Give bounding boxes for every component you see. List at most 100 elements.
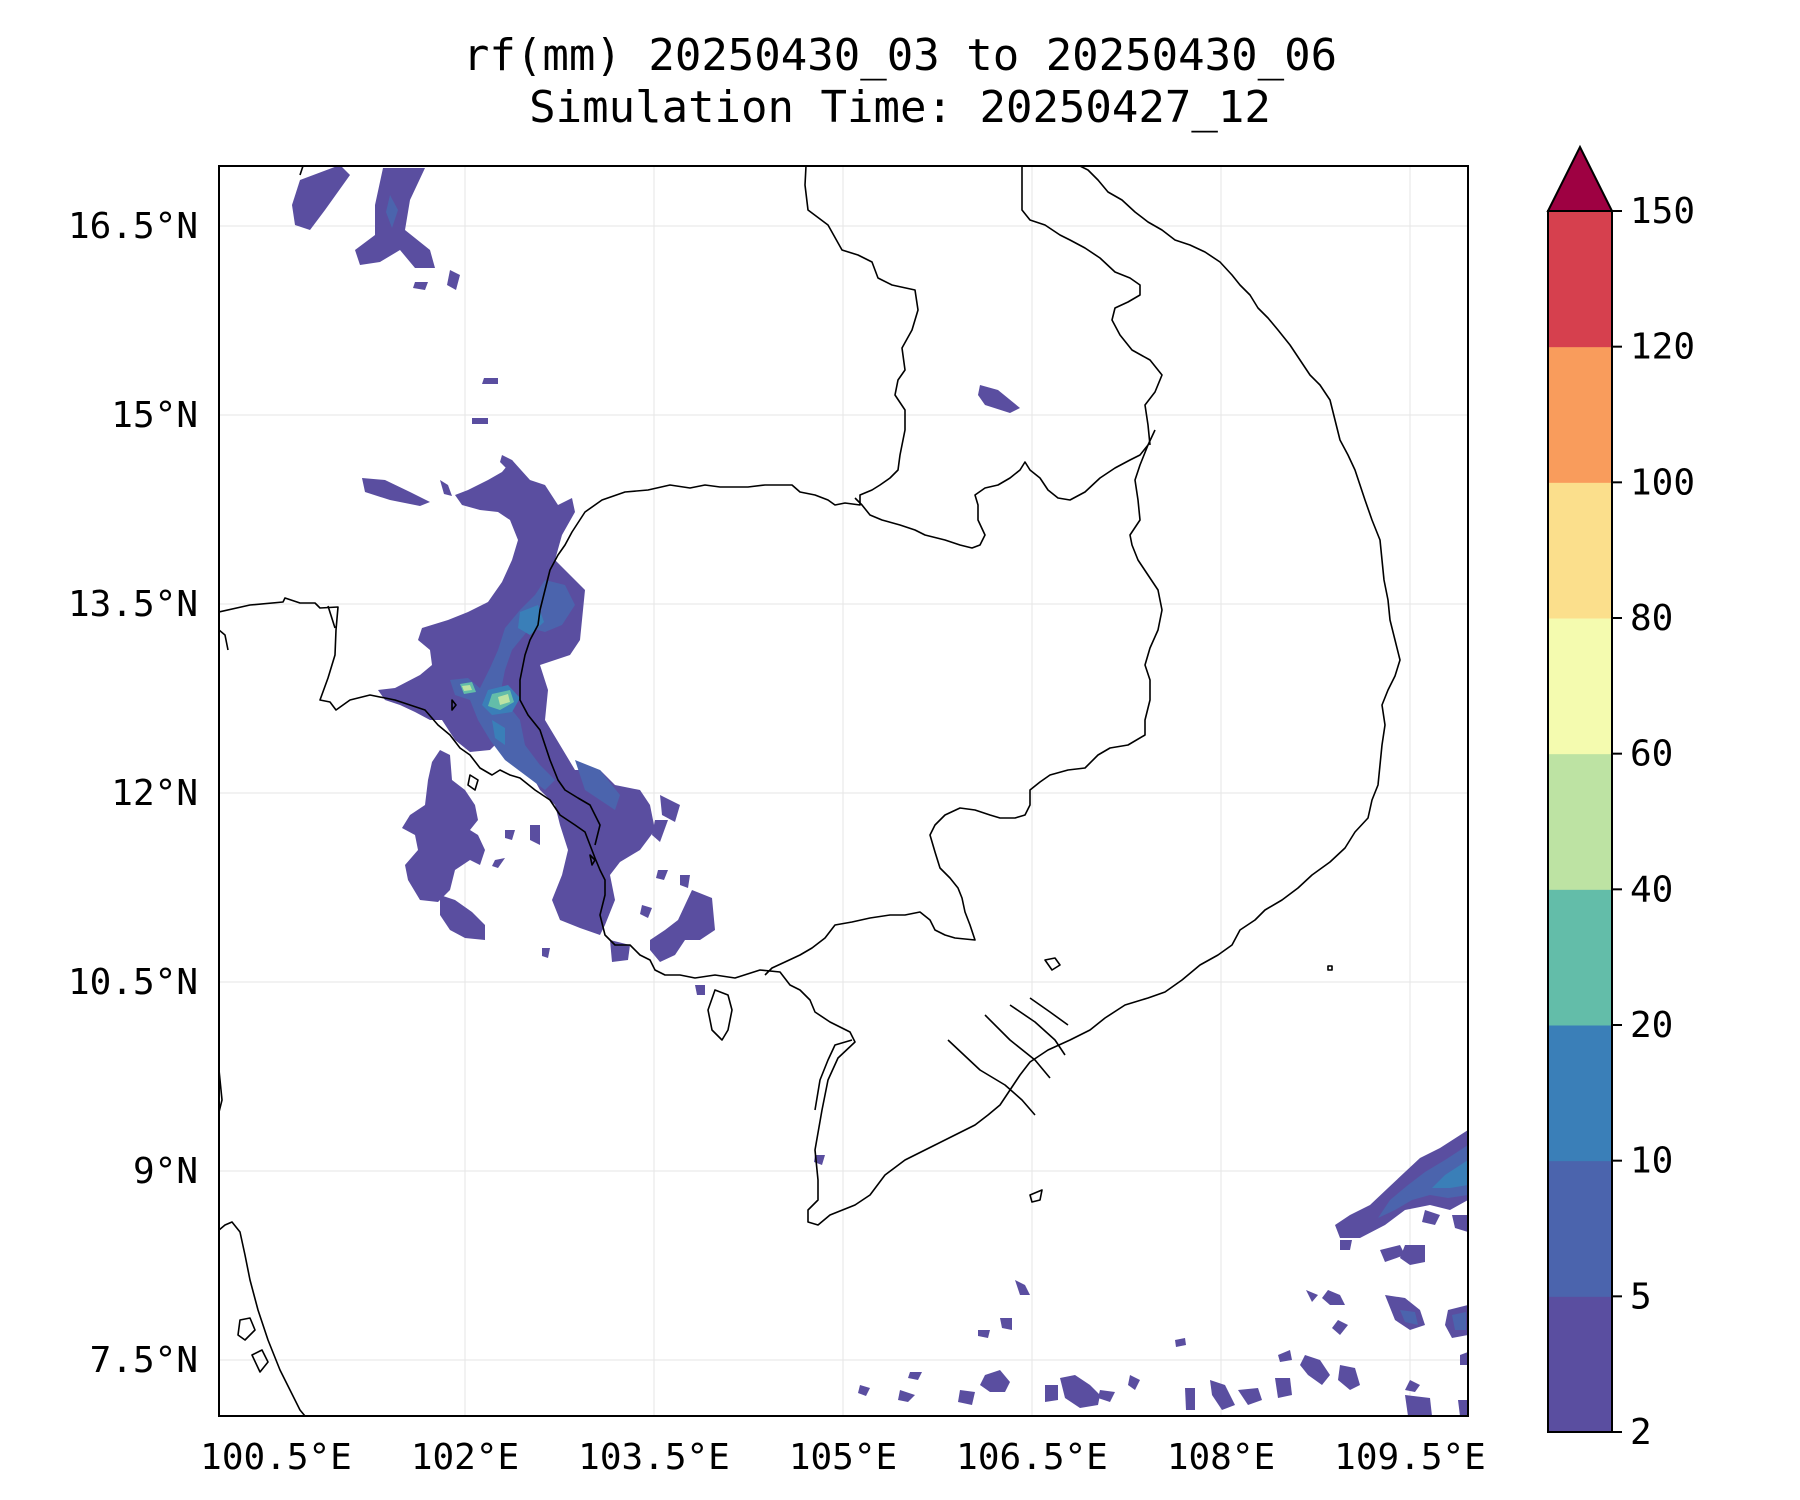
lat-tick-label: 15°N	[111, 395, 198, 436]
colorbar-tick-label: 120	[1630, 327, 1695, 368]
coastline-malay-peninsula	[219, 1221, 306, 1416]
island	[589, 854, 596, 866]
rain-area	[898, 1390, 915, 1402]
coastline-detail	[1009, 1004, 1066, 1056]
rain-area	[1278, 1350, 1292, 1362]
rain-area	[1405, 1380, 1420, 1392]
rain-area	[440, 895, 485, 940]
rain-area	[413, 282, 428, 290]
rain-area	[1452, 1215, 1468, 1232]
coastline-detail	[1029, 997, 1069, 1026]
rain-area	[362, 478, 430, 506]
border-laos-vietnam	[1021, 166, 1163, 446]
rain-area	[1300, 1355, 1330, 1385]
rain-area	[1275, 1378, 1292, 1398]
colorbar-tick-label: 80	[1630, 598, 1673, 639]
rain-area	[978, 385, 1020, 413]
island	[1327, 965, 1333, 971]
rain-area	[492, 858, 505, 868]
lat-tick-label: 12°N	[111, 773, 198, 814]
colorbar-segment	[1548, 1025, 1612, 1162]
coastline-detail	[947, 1039, 1036, 1116]
rain-area	[640, 905, 652, 918]
rain-area	[1015, 1280, 1030, 1295]
rain-area	[1400, 1245, 1425, 1265]
colorbar-tick-label: 40	[1630, 869, 1673, 910]
title-line-1: rf(mm) 20250430_03 to 20250430_06	[462, 30, 1338, 81]
island	[251, 1349, 269, 1373]
rain-area	[858, 1385, 870, 1396]
lat-tick-label: 7.5°N	[90, 1340, 198, 1381]
colorbar-segment	[1548, 618, 1612, 755]
rain-area	[1400, 1310, 1418, 1325]
rain-area	[462, 685, 472, 691]
colorbar-segment	[1548, 346, 1612, 483]
colorbar-tick-label: 100	[1630, 462, 1695, 503]
border-cambodia-vietnam	[764, 444, 1163, 976]
rain-area	[652, 820, 668, 842]
colorbar-segment	[1548, 889, 1612, 1026]
rain-area	[978, 1330, 990, 1338]
border-laos-cambodia	[854, 429, 1156, 549]
colorbar-tick-label: 20	[1630, 1005, 1673, 1046]
island	[451, 699, 457, 711]
colorbar: 2 5 10 20 40 60 80 100 120 150	[1546, 144, 1695, 1453]
rain-area	[386, 195, 398, 228]
lat-tick-label: 10.5°N	[68, 962, 198, 1003]
rain-area	[498, 694, 510, 705]
island	[237, 1317, 256, 1341]
lat-tick-label: 16.5°N	[68, 206, 198, 247]
coastlines-and-borders	[219, 166, 1401, 1416]
colorbar-frame	[1547, 210, 1613, 1433]
rain-area	[1060, 1375, 1100, 1408]
border	[327, 605, 336, 629]
rain-area	[575, 760, 620, 810]
border	[219, 629, 229, 651]
rain-area	[1098, 1390, 1115, 1402]
rain-area	[1322, 1290, 1345, 1305]
rain-area	[1045, 1385, 1058, 1402]
rain-area	[1422, 1210, 1440, 1225]
rain-area	[660, 795, 680, 822]
rain-area	[1306, 1290, 1318, 1302]
lon-tick-label: 102°E	[411, 1437, 519, 1478]
rain-area	[1338, 1365, 1360, 1390]
lon-axis: 100.5°E 102°E 103.5°E 105°E 106.5°E 108°…	[200, 1437, 1486, 1478]
lat-tick-label: 9°N	[133, 1151, 198, 1192]
rain-area	[1210, 1380, 1235, 1410]
island	[467, 774, 479, 791]
rain-area	[1460, 1352, 1468, 1365]
rain-area	[1405, 1395, 1432, 1416]
lon-tick-label: 103.5°E	[578, 1437, 730, 1478]
rain-area	[1340, 1240, 1352, 1250]
rain-area	[1238, 1388, 1262, 1405]
island-con-dao	[1029, 1189, 1043, 1203]
lat-axis: 16.5°N 15°N 13.5°N 12°N 10.5°N 9°N 7.5°N	[68, 206, 198, 1381]
island	[1044, 957, 1061, 971]
colorbar-tick-label: 60	[1630, 734, 1673, 775]
border-thailand-cambodia	[519, 166, 919, 846]
rain-area	[958, 1390, 975, 1405]
rain-area	[680, 875, 690, 888]
rainfall-fill	[292, 166, 1468, 1416]
rain-area	[447, 270, 460, 290]
lat-tick-label: 13.5°N	[68, 584, 198, 625]
island-phu-quoc	[707, 989, 733, 1041]
colorbar-segment	[1548, 211, 1612, 348]
rain-area	[402, 750, 485, 902]
map-panel	[218, 165, 1469, 1417]
lon-tick-label: 106.5°E	[956, 1437, 1108, 1478]
rain-area	[1175, 1338, 1186, 1347]
coastline-detail	[814, 1039, 853, 1111]
coastline-detail	[984, 1014, 1051, 1079]
rain-area	[482, 378, 498, 384]
colorbar-tick-label: 5	[1630, 1276, 1652, 1317]
colorbar-segment	[1548, 482, 1612, 619]
colorbar-extend-arrow	[1546, 144, 1614, 212]
rain-area	[1000, 1318, 1012, 1330]
rain-area	[908, 1372, 922, 1380]
border	[299, 166, 304, 176]
coastline-mainland	[219, 166, 1401, 1226]
rain-area	[1432, 1160, 1468, 1188]
rain-area	[292, 166, 350, 230]
